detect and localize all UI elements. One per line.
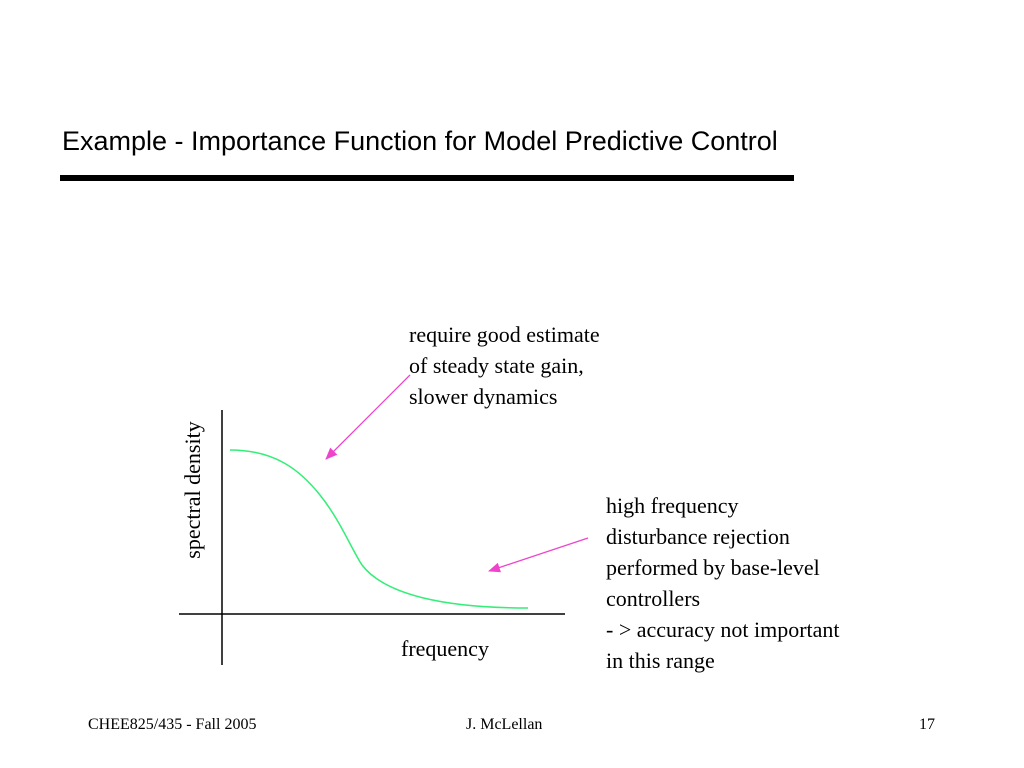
footer-author: J. McLellan (466, 716, 543, 733)
annotation-line: high frequency (606, 493, 739, 518)
x-axis-label: frequency (401, 636, 489, 661)
low-frequency-arrow (325, 374, 411, 460)
slide-title: Example - Importance Function for Model … (62, 126, 778, 156)
annotation-line: slower dynamics (409, 384, 558, 409)
high-frequency-arrow (488, 537, 589, 573)
footer-page-number: 17 (919, 716, 935, 733)
footer-course: CHEE825/435 - Fall 2005 (88, 716, 257, 733)
y-axis-label: spectral density (180, 421, 205, 559)
annotation-line: in this range (606, 648, 715, 673)
annotation-line: disturbance rejection (606, 524, 790, 549)
title-underline (60, 175, 794, 181)
spectral-density-curve (229, 449, 529, 609)
annotation-line: performed by base-level (606, 555, 820, 580)
low-frequency-annotation: require good estimate of steady state ga… (409, 319, 600, 412)
annotation-line: - > accuracy not important (606, 617, 840, 642)
annotation-line: controllers (606, 586, 701, 611)
annotation-line: of steady state gain, (409, 353, 584, 378)
annotation-line: require good estimate (409, 322, 600, 347)
high-frequency-annotation: high frequency disturbance rejection per… (606, 490, 840, 676)
